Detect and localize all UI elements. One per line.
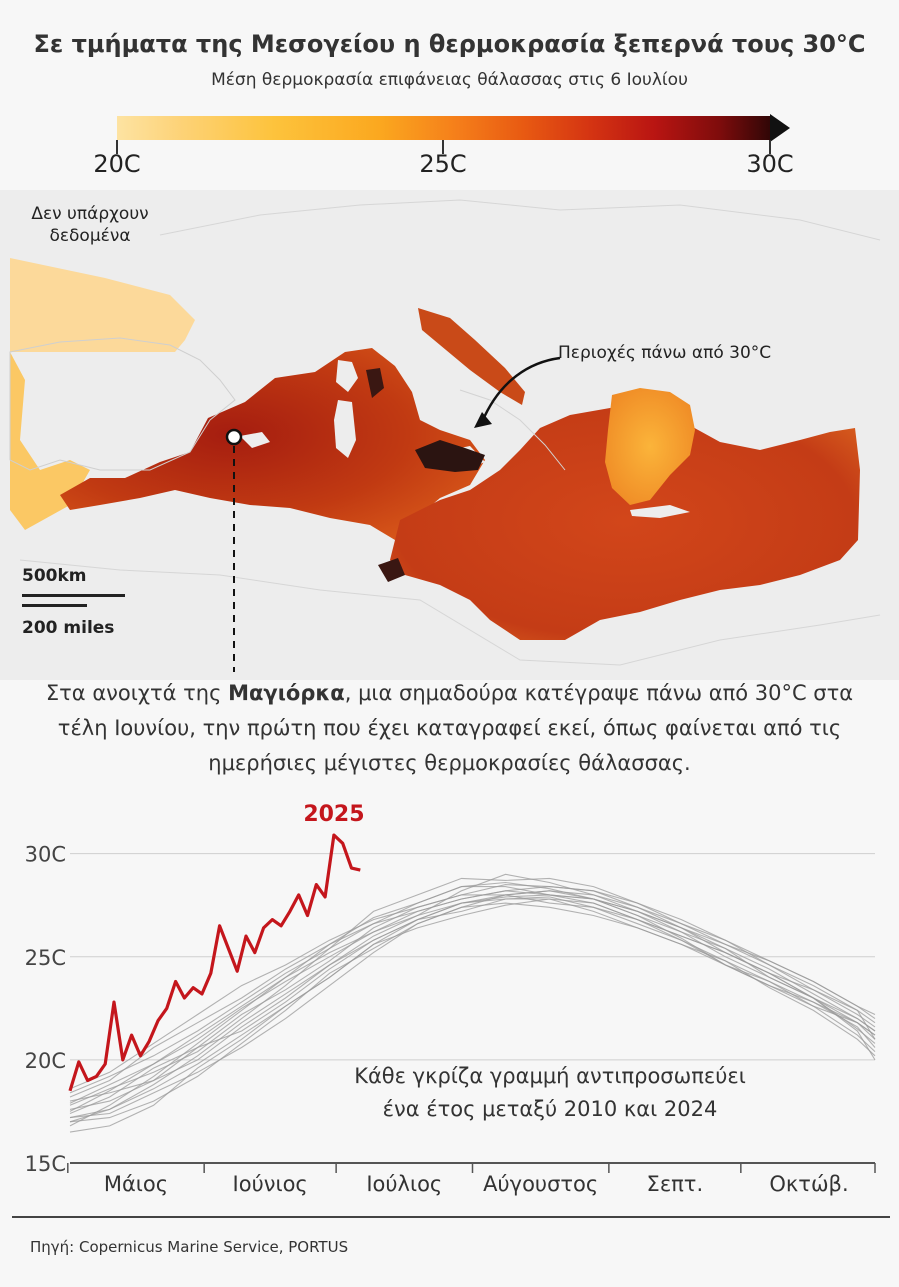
caption-text: Στα ανοιχτά της Μαγιόρκα, μια σημαδούρα …: [20, 676, 879, 781]
iberia-outline: [9, 337, 236, 471]
y-tick-label: 15C: [25, 1152, 66, 1176]
series-label-2025: 2025: [303, 802, 364, 827]
background-year-line: [69, 890, 876, 1127]
balkan-borders: [459, 389, 566, 471]
footer-rule: [12, 1216, 890, 1218]
color-scale-arrow: [770, 114, 790, 142]
x-tick-label: Ιούνιος: [233, 1172, 308, 1196]
background-year-line: [69, 886, 876, 1104]
x-tick-label: Αύγουστος: [483, 1172, 598, 1196]
atlantic-coast-sea-area: [10, 352, 90, 530]
temperature-chart: 15C 20C 25C 30C Μάιος Ιούνιος Ιούλιος Αύγουστο…: [25, 802, 876, 1196]
background-year-line: [69, 884, 876, 1090]
caption-highlight: Μαγιόρκα: [228, 681, 345, 705]
scale-miles-label: 200 miles: [22, 618, 115, 638]
chart-y-axis: 15C 20C 25C 30C: [25, 843, 66, 1176]
caption-part: , μια σημαδούρα κατέγραψε πάνω από 30°C …: [57, 681, 854, 775]
background-year-line: [69, 877, 876, 1106]
color-scale-label-30: 30C: [746, 150, 794, 178]
y-tick-label: 30C: [25, 843, 66, 867]
color-scale-bar: [117, 116, 772, 140]
scale-km-label: 500km: [22, 566, 87, 586]
background-year-line: [69, 896, 876, 1123]
chart-note-line-1: Κάθε γκρίζα γραμμή αντιπροσωπεύει: [354, 1064, 746, 1088]
hot-areas-callout: Περιοχές πάνω από 30°C: [558, 343, 772, 363]
hot-area-tunisia: [378, 558, 405, 582]
callout-arrowhead: [474, 412, 492, 428]
x-tick-label: Ιούλιος: [366, 1172, 442, 1196]
buoy-marker: [225, 428, 243, 446]
aegean-sea: [605, 388, 695, 505]
europe-borders: [159, 199, 881, 241]
background-year-line: [69, 902, 876, 1123]
corsica-island: [336, 360, 358, 392]
chart-subtitle: Μέση θερμοκρασία επιφάνειας θάλασσας στι…: [211, 70, 688, 90]
x-tick-label: Σεπτ.: [647, 1172, 704, 1196]
atlantic-sea-area: [10, 258, 195, 352]
x-tick-label: Μάιος: [104, 1172, 168, 1196]
chart-background-series: [69, 873, 876, 1133]
background-year-line: [69, 890, 876, 1112]
color-scale-tick: [769, 140, 771, 154]
chart-title: Σε τμήματα της Μεσογείου η θερμοκρασία ξ…: [33, 30, 866, 58]
chart-highlight-series: [68, 833, 361, 1092]
callout-arrow: [480, 356, 561, 423]
source-text: Πηγή: Copernicus Marine Service, PORTUS: [30, 1238, 349, 1256]
y-tick-label: 25C: [25, 946, 66, 970]
eastern-mediterranean: [390, 402, 860, 640]
series-2025-line: [68, 833, 361, 1092]
sardinia-island: [334, 400, 356, 458]
color-scale-label-25: 25C: [419, 150, 467, 178]
background-year-line: [69, 873, 876, 1102]
western-mediterranean: [60, 348, 485, 540]
no-data-label: Δεν υπάρχουν δεδομένα: [31, 204, 149, 246]
africa-borders: [19, 559, 881, 666]
y-tick-label: 20C: [25, 1049, 66, 1073]
crete-island: [630, 505, 690, 518]
mallorca-island: [240, 432, 270, 448]
sea-temperature-map: [0, 190, 899, 680]
chart-note-line-2: ένα έτος μεταξύ 2010 και 2024: [383, 1097, 718, 1121]
color-scale-label-20: 20C: [93, 150, 141, 178]
background-year-line: [69, 898, 876, 1119]
chart-x-axis: Μάιος Ιούνιος Ιούλιος Αύγουστος Σεπτ. Οκτώβ.: [67, 1162, 876, 1196]
background-year-line: [69, 886, 876, 1094]
caption-part: Στα ανοιχτά της: [45, 681, 229, 705]
adriatic-sea: [418, 308, 525, 405]
scale-km-bar: [22, 594, 125, 597]
hot-area-ligurian: [366, 368, 384, 398]
color-scale-tick: [442, 140, 444, 154]
color-scale-tick: [116, 140, 118, 154]
background-year-line: [69, 894, 876, 1115]
background-year-line: [69, 881, 876, 1098]
x-tick-label: Οκτώβ.: [769, 1172, 848, 1196]
scale-miles-bar: [22, 604, 87, 607]
hot-area-tyrrhenian: [415, 440, 485, 472]
